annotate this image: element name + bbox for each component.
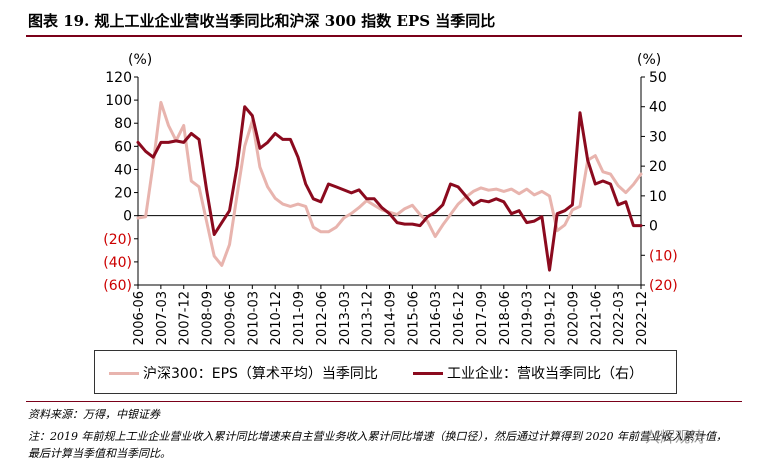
watermark-logo: 兴辉观涛: [645, 428, 706, 446]
y-tick-label-right: (20): [649, 278, 678, 294]
series-line-eps: [136, 100, 643, 267]
figure-title: 图表 19. 规上工业企业营收当季同比和沪深 300 指数 EPS 当季同比: [28, 12, 496, 30]
x-tick-label: 2010-03: [246, 291, 261, 345]
legend-item-eps: 沪深300：EPS（算术平均）当季同比: [109, 363, 378, 383]
x-tick-label: 2021-06: [589, 291, 604, 345]
legend-swatch-industry: [413, 371, 443, 375]
footnote: 注：2019 年前规上工业企业营业收入累计同比增速来自主营业务收入累计同比增速（…: [28, 430, 727, 460]
y-tick-label-right: 10: [649, 189, 667, 205]
y-tick-label-left: (40): [103, 255, 132, 271]
y-tick-label-left: 60: [114, 139, 132, 155]
x-tick-label: 2022-03: [612, 291, 627, 345]
y-tick-label-left: 80: [114, 116, 132, 132]
y-tick-label-right: 0: [649, 219, 658, 235]
y-tick-label-left: 20: [114, 186, 132, 202]
x-tick-label: 2011-09: [292, 291, 307, 345]
y-unit-left: (%): [128, 52, 152, 68]
x-tick-label: 2018-06: [498, 291, 513, 345]
y-tick-label-left: (20): [103, 232, 132, 248]
x-tick-label: 2006-06: [132, 291, 147, 345]
y-tick-label-left: 100: [105, 93, 132, 109]
y-tick-label-left: 0: [123, 209, 132, 225]
x-tick-label: 2016-12: [452, 291, 467, 345]
x-tick-label: 2013-03: [338, 291, 353, 345]
x-tick-label: 2007-12: [178, 291, 193, 345]
x-tick-label: 2016-03: [429, 291, 444, 345]
y-tick-label-right: 50: [649, 70, 667, 86]
chart-canvas: (%) (%)120100806040200(20)(40)(60)5040302…: [103, 52, 678, 345]
y-tick-label-left: 120: [105, 70, 132, 86]
axes-layer: (%) (%)120100806040200(20)(40)(60)5040302…: [103, 52, 678, 345]
legend-label-industry: 工业企业：营收当季同比（右）: [447, 366, 643, 382]
y-tick-label-right: 20: [649, 159, 667, 175]
x-tick-label: 2020-09: [566, 291, 581, 345]
data-source: 资料来源：万得，中银证券: [28, 408, 160, 421]
x-tick-label: 2014-09: [384, 291, 399, 345]
chart-legend: 沪深300：EPS（算术平均）当季同比 工业企业：营收当季同比（右）: [94, 350, 677, 394]
x-tick-label: 2017-09: [475, 291, 490, 345]
x-tick-label: 2019-03: [521, 291, 536, 345]
x-tick-label: 2009-06: [223, 291, 238, 345]
x-tick-label: 2012-06: [315, 291, 330, 345]
x-tick-label: 2008-09: [201, 291, 216, 345]
legend-swatch-eps: [109, 371, 139, 375]
x-tick-label: 2022-12: [635, 291, 650, 345]
x-tick-label: 2015-06: [406, 291, 421, 345]
series-layer: [136, 100, 643, 272]
footer-rule: [26, 401, 742, 402]
x-tick-label: 2019-12: [544, 291, 559, 345]
x-tick-label: 2007-03: [155, 291, 170, 345]
y-tick-label-right: 30: [649, 129, 667, 145]
x-tick-label: 2010-12: [269, 291, 284, 345]
y-tick-label-right: (10): [649, 248, 678, 264]
y-unit-right: (%): [637, 52, 661, 68]
y-tick-label-left: (60): [103, 278, 132, 294]
legend-item-industry: 工业企业：营收当季同比（右）: [413, 363, 643, 383]
y-tick-label-left: 40: [114, 162, 132, 178]
x-tick-label: 2013-12: [361, 291, 376, 345]
legend-label-eps: 沪深300：EPS（算术平均）当季同比: [143, 366, 378, 382]
title-rule: [26, 35, 742, 37]
series-line-industry: [136, 105, 643, 272]
y-tick-label-right: 40: [649, 100, 667, 116]
